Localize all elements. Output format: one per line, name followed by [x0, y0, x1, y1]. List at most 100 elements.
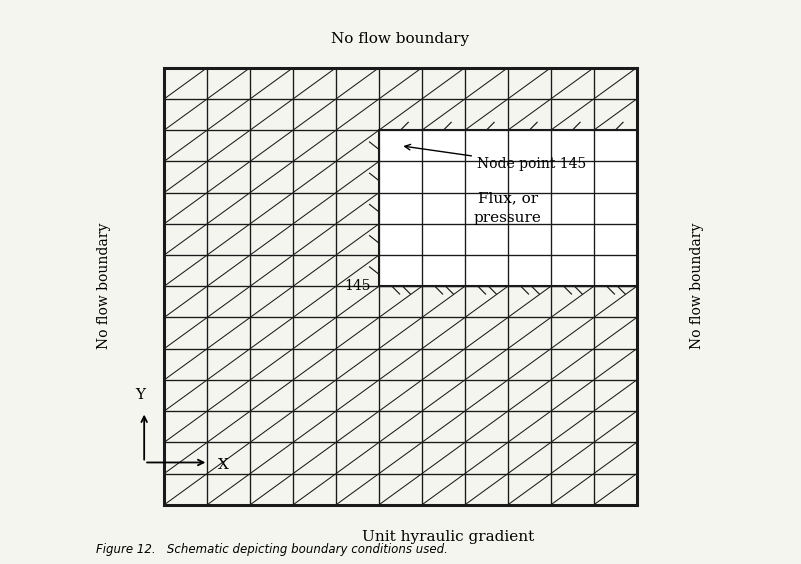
Bar: [379, 411, 422, 442]
Text: Node point 145: Node point 145: [405, 144, 586, 171]
Bar: [379, 224, 422, 255]
Bar: [508, 255, 551, 287]
Bar: [164, 192, 207, 224]
Bar: [250, 130, 293, 161]
Bar: [508, 442, 551, 474]
Bar: [594, 192, 637, 224]
Bar: [336, 349, 379, 380]
Bar: [594, 192, 637, 224]
Bar: [379, 161, 422, 192]
Bar: [250, 287, 293, 318]
Text: No flow boundary: No flow boundary: [332, 32, 469, 46]
Bar: [422, 349, 465, 380]
Bar: [422, 130, 465, 161]
Bar: [465, 224, 508, 255]
Bar: [336, 224, 379, 255]
Bar: [207, 192, 250, 224]
Bar: [508, 380, 551, 411]
Bar: [164, 161, 207, 192]
Bar: [465, 442, 508, 474]
Bar: [594, 349, 637, 380]
Bar: [422, 255, 465, 287]
Bar: [508, 130, 551, 161]
Bar: [551, 224, 594, 255]
Bar: [551, 224, 594, 255]
Bar: [465, 99, 508, 130]
Bar: [250, 474, 293, 505]
Bar: [293, 68, 336, 99]
Bar: [551, 99, 594, 130]
Bar: [422, 224, 465, 255]
Bar: [465, 380, 508, 411]
Bar: [551, 474, 594, 505]
Bar: [336, 192, 379, 224]
Bar: [594, 224, 637, 255]
Bar: [551, 287, 594, 318]
Bar: [465, 224, 508, 255]
Bar: [207, 130, 250, 161]
Bar: [508, 224, 551, 255]
Bar: [336, 380, 379, 411]
Bar: [379, 349, 422, 380]
Bar: [508, 161, 551, 192]
Bar: [207, 349, 250, 380]
Bar: [379, 380, 422, 411]
Bar: [508, 192, 551, 224]
Bar: [465, 411, 508, 442]
Bar: [336, 442, 379, 474]
Bar: [379, 287, 422, 318]
Bar: [379, 474, 422, 505]
Bar: [551, 411, 594, 442]
Bar: [250, 192, 293, 224]
Bar: [422, 442, 465, 474]
Bar: [164, 99, 207, 130]
Bar: [551, 442, 594, 474]
Bar: [594, 474, 637, 505]
Bar: [293, 474, 336, 505]
Bar: [379, 68, 422, 99]
Bar: [465, 474, 508, 505]
Text: Figure 12.   Schematic depicting boundary conditions used.: Figure 12. Schematic depicting boundary …: [96, 543, 448, 557]
Bar: [508, 99, 551, 130]
Bar: [551, 349, 594, 380]
Bar: [250, 255, 293, 287]
Bar: [207, 255, 250, 287]
Bar: [379, 255, 422, 287]
Bar: [422, 68, 465, 99]
Bar: [551, 192, 594, 224]
Bar: [250, 68, 293, 99]
Bar: [293, 161, 336, 192]
Bar: [508, 474, 551, 505]
Bar: [551, 380, 594, 411]
Text: Unit hyraulic gradient: Unit hyraulic gradient: [362, 530, 535, 544]
Bar: [508, 349, 551, 380]
Bar: [164, 130, 207, 161]
Bar: [379, 130, 422, 161]
Bar: [594, 287, 637, 318]
Bar: [250, 411, 293, 442]
Bar: [508, 255, 551, 287]
Bar: [336, 68, 379, 99]
Bar: [422, 99, 465, 130]
Bar: [164, 68, 207, 99]
Bar: [293, 99, 336, 130]
Bar: [164, 255, 207, 287]
Bar: [508, 318, 551, 349]
Bar: [164, 224, 207, 255]
Bar: [250, 380, 293, 411]
Bar: [379, 255, 422, 287]
Bar: [422, 161, 465, 192]
Bar: [164, 287, 207, 318]
Bar: [465, 287, 508, 318]
Bar: [594, 224, 637, 255]
Bar: [422, 380, 465, 411]
Bar: [508, 411, 551, 442]
Text: X: X: [218, 459, 229, 472]
Bar: [164, 411, 207, 442]
Bar: [594, 411, 637, 442]
Bar: [551, 255, 594, 287]
Bar: [594, 130, 637, 161]
Bar: [465, 68, 508, 99]
Bar: [422, 192, 465, 224]
Bar: [164, 474, 207, 505]
